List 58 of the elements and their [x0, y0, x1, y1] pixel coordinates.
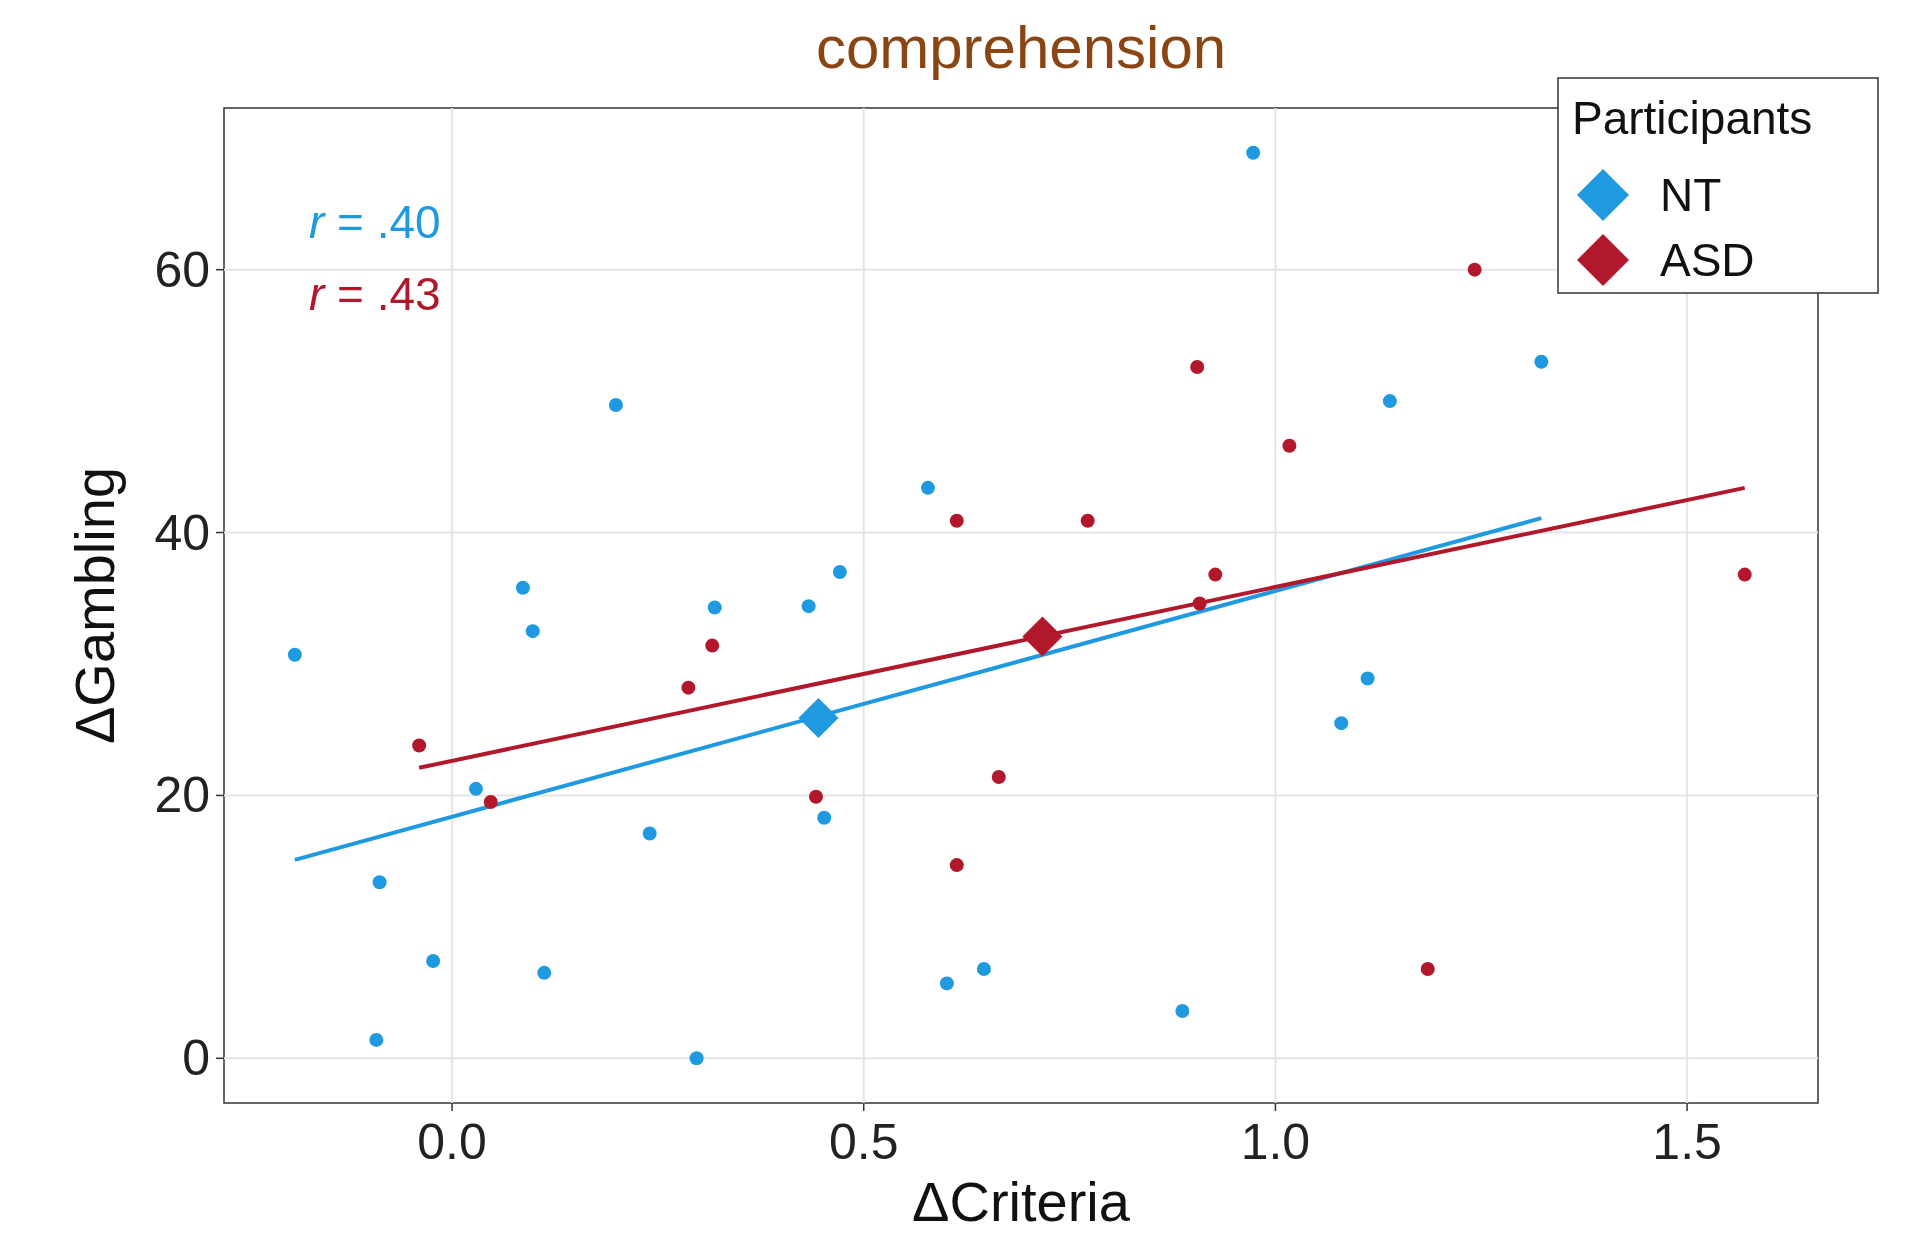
point — [801, 599, 816, 614]
point — [608, 398, 623, 413]
x-tick-label: 1.5 — [1652, 1114, 1722, 1170]
point — [1192, 596, 1207, 611]
point — [426, 954, 441, 969]
legend-title: Participants — [1572, 92, 1813, 144]
point — [372, 875, 387, 890]
point — [1534, 354, 1549, 369]
point — [1467, 262, 1482, 277]
point — [1382, 394, 1397, 409]
annotation: r = .40 — [309, 196, 441, 248]
point — [939, 976, 954, 991]
point — [808, 789, 823, 804]
point — [832, 564, 847, 579]
point — [1737, 567, 1752, 582]
point — [412, 738, 427, 753]
point — [642, 826, 657, 841]
point — [689, 1051, 704, 1066]
point — [515, 580, 530, 595]
y-tick-label: 40 — [154, 504, 210, 561]
point — [949, 513, 964, 528]
point — [817, 810, 832, 825]
x-tick-label: 1.0 — [1240, 1114, 1311, 1170]
point — [1282, 438, 1297, 453]
point — [1208, 567, 1223, 582]
chart-title: comprehension — [815, 14, 1227, 81]
point — [1420, 961, 1435, 976]
legend-label: NT — [1660, 169, 1722, 221]
y-tick-label: 60 — [154, 241, 210, 298]
point — [798, 697, 839, 738]
point — [1080, 513, 1095, 528]
y-axis-title: ΔGambling — [63, 466, 126, 745]
point — [705, 638, 720, 653]
point — [1334, 716, 1349, 731]
legend-label: ASD — [1660, 234, 1755, 286]
point — [525, 624, 540, 639]
point — [468, 781, 483, 796]
point — [991, 770, 1006, 785]
point — [1190, 359, 1205, 374]
point — [287, 647, 302, 662]
point — [1246, 145, 1261, 160]
point — [1022, 616, 1063, 657]
point — [681, 680, 696, 695]
annotation: r = .43 — [309, 268, 441, 320]
point — [949, 858, 964, 873]
point — [976, 961, 991, 976]
point — [537, 965, 552, 980]
x-axis-title: ΔCriteria — [912, 1170, 1131, 1233]
y-tick-label: 20 — [154, 767, 210, 824]
point — [1360, 671, 1375, 686]
point — [369, 1032, 384, 1047]
x-tick-label: 0.0 — [417, 1114, 487, 1170]
point — [483, 795, 498, 809]
point — [707, 600, 722, 615]
point — [920, 480, 935, 495]
y-tick-label: 0 — [182, 1030, 210, 1087]
x-tick-label: 0.5 — [828, 1114, 899, 1170]
point — [1175, 1003, 1190, 1018]
